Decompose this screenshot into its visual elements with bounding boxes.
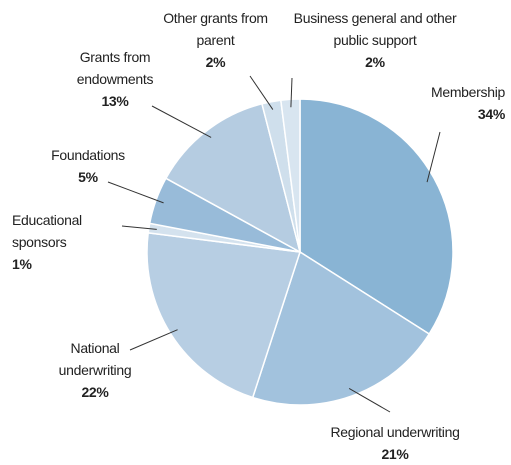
- value-label: 1%: [12, 256, 32, 272]
- pie-slice: [299, 98, 454, 336]
- category-label: Other grants from parent: [163, 10, 268, 48]
- category-label: Grants from endowments: [76, 49, 154, 87]
- slice-label: Other grants from parent 2%: [163, 7, 268, 73]
- value-label: 2%: [365, 54, 385, 70]
- value-label: 13%: [101, 93, 129, 109]
- leader-line: [249, 75, 274, 110]
- pie-slice: [164, 102, 302, 254]
- category-label: Educational sponsors: [12, 212, 82, 250]
- pie-slice: [279, 98, 301, 253]
- leader-line: [129, 329, 178, 351]
- value-label: 22%: [81, 384, 109, 400]
- slice-label: Grants from endowments 13%: [65, 46, 165, 112]
- leader-line: [121, 225, 157, 230]
- slice-label: Foundations 5%: [38, 144, 138, 188]
- slice-label: National underwriting 22%: [45, 337, 145, 403]
- value-label: 34%: [477, 106, 505, 122]
- slice-label: Educational sponsors 1%: [12, 209, 112, 275]
- leader-line: [290, 77, 293, 108]
- leader-line: [426, 131, 441, 183]
- value-label: 5%: [78, 169, 98, 185]
- value-label: 21%: [381, 446, 409, 462]
- slice-label: Regional underwriting 21%: [310, 421, 480, 465]
- leader-line: [151, 105, 212, 138]
- slice-label: Business general and other public suppor…: [280, 7, 470, 73]
- value-label: 2%: [205, 54, 226, 70]
- slice-label: Membership 34%: [395, 81, 505, 125]
- category-label: National underwriting: [58, 340, 132, 378]
- leader-line: [348, 387, 391, 413]
- pie-slice: [146, 231, 301, 399]
- pie-slice: [251, 250, 431, 406]
- leader-line: [107, 181, 164, 204]
- category-label: Membership: [430, 84, 505, 100]
- category-label: Business general and other public suppor…: [293, 10, 457, 48]
- category-label: Foundations: [51, 147, 125, 163]
- category-label: Regional underwriting: [330, 424, 460, 440]
